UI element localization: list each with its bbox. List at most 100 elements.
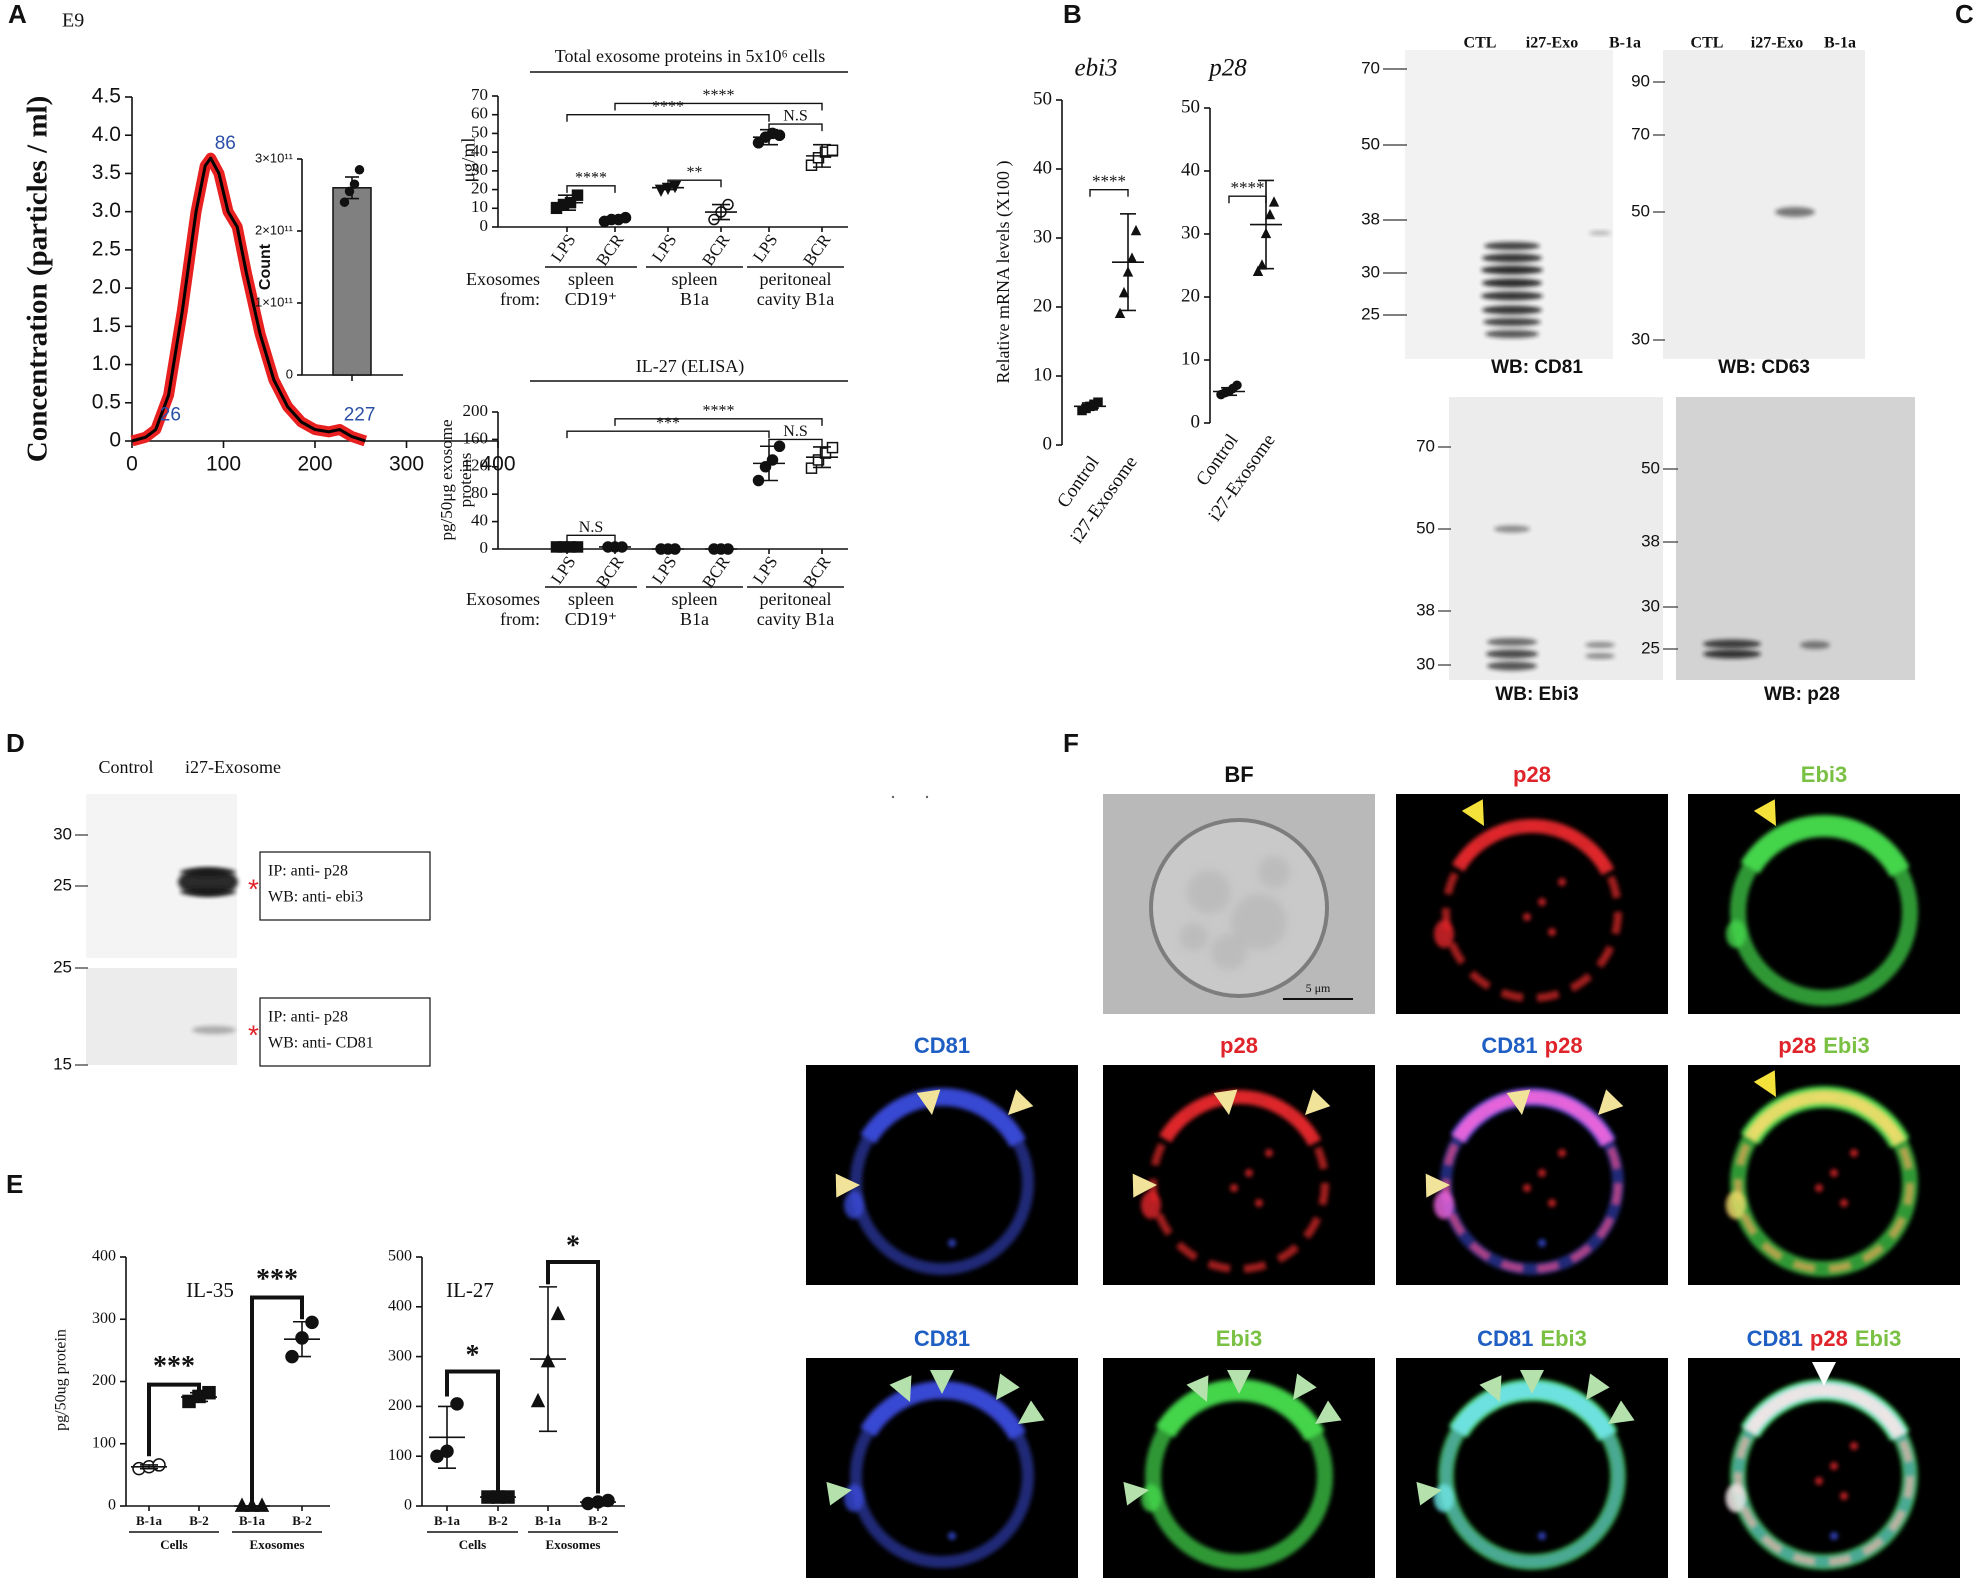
puncta — [1830, 1532, 1838, 1540]
significance-bracket — [566, 534, 616, 543]
y-tick-label: 2.0 — [92, 276, 121, 299]
puncta — [1538, 1169, 1546, 1177]
bar — [332, 187, 372, 376]
ladder-label: 38 — [1416, 600, 1435, 619]
arrowhead — [1753, 1070, 1776, 1097]
y-tick-label: 100 — [92, 1434, 116, 1451]
ladder-label: 38 — [1361, 209, 1380, 228]
group-label: Exosomes — [546, 1537, 601, 1552]
puncta — [1255, 1199, 1263, 1207]
significance-bracket — [250, 1295, 304, 1506]
tile-label-part: p28 — [1220, 1033, 1258, 1058]
panel-label: C — [1955, 0, 1974, 29]
blot-band — [192, 1026, 236, 1034]
y-tick-label: 10 — [471, 197, 488, 216]
y-tick-label: 160 — [463, 428, 489, 447]
arrowhead — [996, 1373, 1020, 1400]
x-tick-label: BCR — [698, 230, 733, 269]
significance-label: N.S — [579, 519, 603, 536]
x-tick-label: 0 — [126, 453, 138, 476]
blot-band — [1800, 641, 1830, 649]
y-tick-label: 1×10¹¹ — [255, 294, 294, 309]
group-label: Cells — [160, 1537, 187, 1552]
data-point — [234, 1497, 250, 1512]
lane-label: B-1a — [1609, 35, 1641, 52]
y-tick-label: 0 — [404, 1497, 412, 1514]
significance-label: **** — [575, 170, 607, 187]
cell-rim — [1743, 1090, 1907, 1147]
tile-label: Ebi3 — [1801, 762, 1847, 787]
data-point — [354, 165, 365, 175]
y-tick-label: 4.5 — [92, 85, 121, 108]
blot-band — [1585, 642, 1615, 648]
y-tick-label: 400 — [388, 1297, 412, 1314]
tile-label: CD81 p28 — [1481, 1033, 1582, 1058]
row-label: Exosomes — [466, 269, 540, 289]
arrowhead — [1018, 1400, 1045, 1424]
significance-label: **** — [652, 98, 684, 115]
significance-label: ** — [687, 164, 703, 181]
panel-label: D — [6, 728, 25, 758]
significance-bracket — [566, 114, 770, 122]
x-tick-label: BCR — [592, 552, 627, 591]
arrowhead — [916, 1089, 941, 1115]
x-tick-label: B-2 — [292, 1513, 312, 1528]
arrowhead — [1293, 1373, 1317, 1400]
data-point — [349, 179, 360, 189]
y-tick-label: 50 — [1033, 88, 1052, 109]
tile-label-part: CD81 — [914, 1033, 970, 1058]
y-tick-label: 0 — [286, 366, 293, 381]
y-tick-label: 1.5 — [92, 314, 121, 337]
puncta — [1245, 1169, 1253, 1177]
x-tick-label: LPS — [749, 231, 781, 266]
puncta — [1815, 1184, 1823, 1192]
data-point — [1126, 252, 1138, 263]
cell-rim — [1451, 819, 1615, 876]
group-label: spleen — [568, 589, 614, 609]
blot — [1676, 397, 1915, 680]
significance-label: **** — [703, 403, 735, 420]
puncta — [1548, 928, 1556, 936]
cell-bleb — [1434, 1191, 1454, 1219]
bf-texture — [1180, 923, 1208, 951]
blot — [1663, 50, 1865, 359]
group-label: peritoneal — [760, 589, 832, 609]
x-tick-label: B-2 — [189, 1513, 209, 1528]
tile-label-part: Ebi3 — [1540, 1326, 1586, 1351]
significance-label: N.S — [783, 108, 807, 125]
asterisk: * — [248, 1019, 259, 1050]
y-tick-label: 0 — [1043, 433, 1053, 454]
data-point — [826, 144, 839, 157]
cell-rim — [1451, 1090, 1615, 1147]
channel-layer — [1141, 1090, 1329, 1273]
puncta — [1523, 1184, 1531, 1192]
y-tick-label: 20 — [1033, 295, 1052, 316]
box-text: WB: anti- CD81 — [268, 1035, 374, 1052]
panel-label: E — [6, 1169, 23, 1199]
arrowhead — [1123, 1481, 1149, 1506]
y-tick-label: 300 — [388, 1347, 412, 1364]
peak-label: 227 — [344, 405, 376, 426]
chart-title: Total exosome proteins in 5x10⁶ cells — [555, 46, 825, 66]
significance-bracket — [1089, 188, 1129, 197]
arrowhead — [1812, 1362, 1836, 1386]
significance-label: *** — [256, 1264, 298, 1295]
y-tick-label: 500 — [388, 1248, 412, 1265]
group-label: cavity B1a — [757, 609, 834, 629]
lane-label: i27-Exosome — [185, 757, 281, 777]
ladder-label: 30 — [1416, 654, 1435, 673]
channel-layer — [1726, 1090, 1914, 1273]
ladder-label: 70 — [1631, 124, 1650, 143]
ladder-label: 50 — [1641, 458, 1660, 477]
cell-rim — [1740, 815, 1910, 878]
group-label: B1a — [680, 289, 709, 309]
blot-band — [1482, 305, 1542, 315]
ladder-label: 50 — [1416, 518, 1435, 537]
data-point — [773, 129, 786, 142]
ladder-label: 15 — [53, 1054, 72, 1073]
tile-label: p28 — [1220, 1033, 1258, 1058]
y-tick-label: 0 — [108, 1497, 116, 1514]
blot-caption: WB: Ebi3 — [1495, 684, 1578, 705]
blot-band — [1487, 638, 1537, 646]
